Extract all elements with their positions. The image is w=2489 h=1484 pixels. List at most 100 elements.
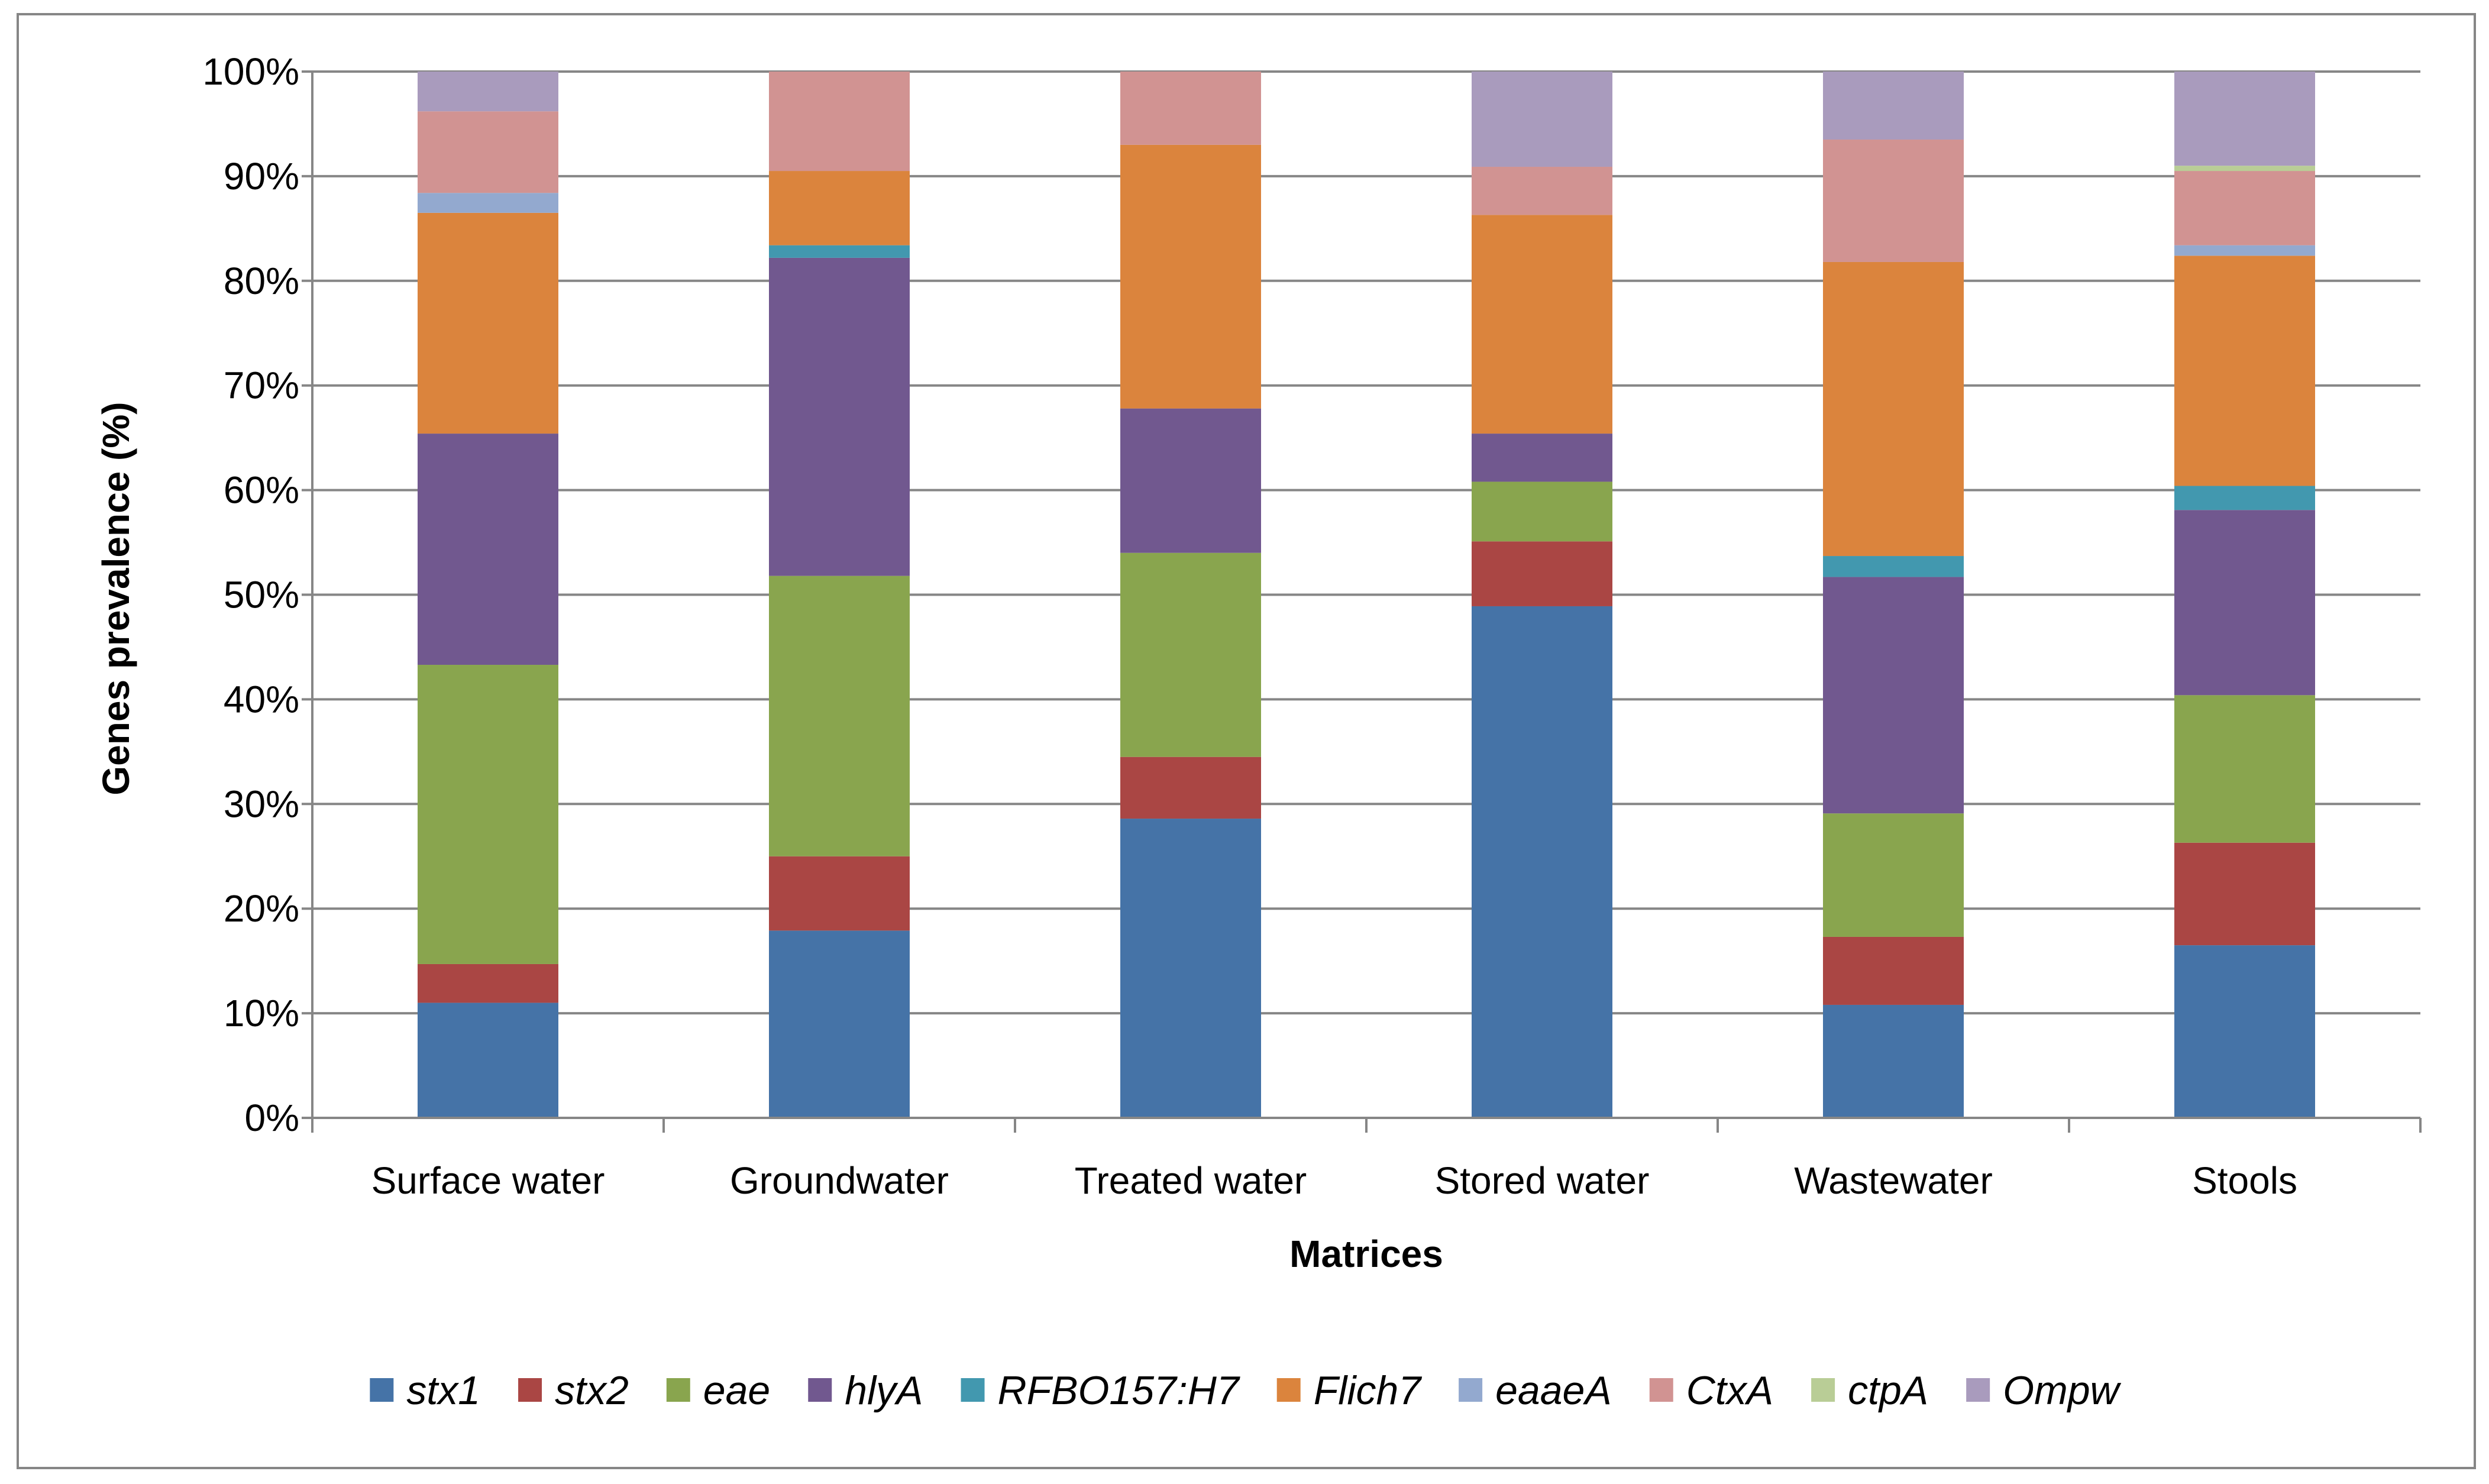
y-tick-label: 10%: [224, 992, 299, 1034]
x-tick-labels: Surface water Groundwater Treated water Sto…: [371, 1159, 2297, 1202]
legend-label: stx2: [555, 1368, 629, 1413]
legend-swatch: [1276, 1378, 1301, 1402]
bar-segment-eaaea-stools: [2174, 245, 2315, 256]
legend-item-eaaea: eaaeA: [1459, 1368, 1612, 1413]
legend-label: hlyA: [845, 1368, 923, 1413]
bar-segment-ompw-stools: [2174, 72, 2315, 166]
bars: [418, 72, 2315, 1118]
legend-label: Ompw: [2003, 1368, 2121, 1413]
bar-segment-ctxa-surface-water: [418, 111, 558, 193]
legend-item-stx2: stx2: [518, 1368, 629, 1413]
legend-item-ompw: Ompw: [1966, 1368, 2122, 1413]
bar-segment-flich7-stored-water: [1472, 215, 1612, 434]
bar-segment-ompw-stored-water: [1472, 72, 1612, 167]
legend-label: ctpA: [1848, 1368, 1928, 1413]
bar-segment-stx2-groundwater: [769, 856, 910, 931]
bar-segment-stx2-treated-water: [1120, 756, 1261, 819]
legend-item-ctpa: ctpA: [1811, 1368, 1928, 1413]
bar-segment-eae-groundwater: [769, 576, 910, 856]
y-tick-label: 40%: [224, 678, 299, 720]
bar-segment-hlya-groundwater: [769, 257, 910, 576]
bar-segment-hlya-stools: [2174, 510, 2315, 696]
y-tick-label: 50%: [224, 574, 299, 616]
bar-segment-rfbo157-h7-stools: [2174, 486, 2315, 510]
x-tick-label: Stools: [2192, 1159, 2297, 1202]
legend-swatch: [961, 1378, 985, 1402]
bar-segment-stx1-surface-water: [418, 1003, 558, 1118]
bar-segment-stx1-stools: [2174, 945, 2315, 1118]
bar-segment-stx2-stools: [2174, 842, 2315, 946]
legend-swatch: [666, 1378, 690, 1402]
x-tick-label: Wastewater: [1794, 1159, 1993, 1202]
bar-segment-ctxa-stored-water: [1472, 166, 1612, 215]
y-tick-label: 70%: [224, 364, 299, 407]
bar-segment-hlya-treated-water: [1120, 408, 1261, 553]
bar-segment-stx1-wastewater: [1823, 1004, 1964, 1118]
bar-segment-ctxa-wastewater: [1823, 139, 1964, 262]
y-tick-label: 0%: [245, 1097, 300, 1139]
legend-item-rfbo157-h7: RFBO157:H7: [961, 1368, 1240, 1413]
legend-label: RFBO157:H7: [998, 1368, 1240, 1413]
legend-swatch: [1811, 1378, 1835, 1402]
legend-swatch: [1649, 1378, 1673, 1402]
y-tick-label: 30%: [224, 783, 299, 825]
bar-segment-rfbo157-h7-groundwater: [769, 245, 910, 258]
bar-segment-flich7-surface-water: [418, 212, 558, 434]
y-tick-label: 100%: [202, 50, 299, 93]
bar-segment-ompw-surface-water: [418, 72, 558, 112]
bar-segment-flich7-stools: [2174, 256, 2315, 486]
legend-label: eaaeA: [1495, 1368, 1612, 1413]
gridlines: [312, 70, 2420, 1015]
legend-item-hlya: hlyA: [808, 1368, 923, 1413]
x-tick-label: Groundwater: [730, 1159, 949, 1202]
bar-segment-eae-treated-water: [1120, 552, 1261, 757]
bar-segment-eae-surface-water: [418, 665, 558, 964]
y-tick-label: 60%: [224, 469, 299, 512]
bar-segment-eae-wastewater: [1823, 813, 1964, 937]
legend-swatch: [518, 1378, 542, 1402]
bar-segment-flich7-groundwater: [769, 171, 910, 245]
legend-swatch: [1966, 1378, 1990, 1402]
bar-segment-ctxa-groundwater: [769, 72, 910, 172]
y-tick-labels: 0% 10% 20% 30% 40% 50% 60% 70% 80% 90% 100%: [202, 50, 299, 1139]
bar-segment-ctxa-treated-water: [1120, 72, 1261, 145]
bar-segment-eae-stools: [2174, 695, 2315, 843]
legend-label: Flich7: [1314, 1368, 1423, 1413]
x-tick-label: Surface water: [371, 1159, 605, 1202]
legend-item-flich7: Flich7: [1276, 1368, 1423, 1413]
axes: [302, 70, 2422, 1133]
legend-label: stx1: [406, 1368, 480, 1413]
legend-item-stx1: stx1: [370, 1368, 480, 1413]
legend-swatch: [370, 1378, 394, 1402]
y-axis-title: Genes prevalence (%): [95, 402, 137, 795]
x-axis-title: Matrices: [1289, 1233, 1443, 1275]
bar-segment-eaaea-surface-water: [418, 193, 558, 213]
bar-segment-hlya-wastewater: [1823, 577, 1964, 814]
legend: stx1 stx2 eae hlyA RFBO157:H7 Flich7 eaaeA CtxA…: [370, 1368, 2122, 1413]
x-tick-label: Stored water: [1435, 1159, 1650, 1202]
bar-segment-flich7-treated-water: [1120, 144, 1261, 409]
bar-segment-stx2-stored-water: [1472, 541, 1612, 606]
bar-segment-ctxa-stools: [2174, 171, 2315, 245]
bar-segment-eae-stored-water: [1472, 481, 1612, 542]
bar-segment-stx2-surface-water: [418, 964, 558, 1003]
legend-item-eae: eae: [666, 1368, 770, 1413]
bar-segment-stx1-stored-water: [1472, 606, 1612, 1118]
legend-label: CtxA: [1686, 1368, 1773, 1413]
bar-segment-hlya-stored-water: [1472, 434, 1612, 482]
legend-swatch: [808, 1378, 832, 1402]
bar-segment-stx2-wastewater: [1823, 936, 1964, 1005]
legend-swatch: [1459, 1378, 1483, 1402]
bar-segment-flich7-wastewater: [1823, 261, 1964, 557]
bar-segment-ctpa-stools: [2174, 166, 2315, 172]
y-tick-label: 20%: [224, 887, 299, 930]
bar-segment-rfbo157-h7-wastewater: [1823, 556, 1964, 577]
bar-segment-stx1-treated-water: [1120, 819, 1261, 1118]
legend-label: eae: [703, 1368, 770, 1413]
bar-segment-stx1-groundwater: [769, 930, 910, 1118]
bar-segment-hlya-surface-water: [418, 434, 558, 665]
legend-item-ctxa: CtxA: [1649, 1368, 1773, 1413]
y-tick-label: 80%: [224, 260, 299, 302]
bar-segment-ompw-wastewater: [1823, 72, 1964, 140]
